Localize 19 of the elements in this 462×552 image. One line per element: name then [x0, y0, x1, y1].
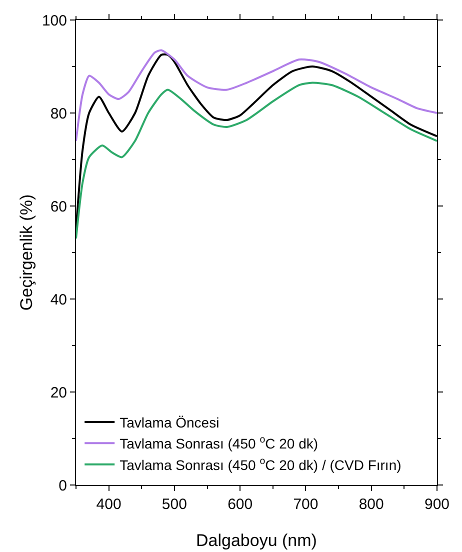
- legend-label: Tavlama Sonrası (450 $^{o}$C 20 dk): [120, 434, 318, 452]
- y-tick-label: 100: [42, 12, 67, 30]
- x-axis-title: Dalgaboyu (nm): [196, 531, 317, 550]
- y-tick-label: 0: [58, 477, 67, 494]
- y-tick-label: 40: [50, 291, 67, 308]
- x-tick-label: 400: [96, 496, 122, 513]
- x-tick-label: 800: [358, 496, 384, 513]
- x-tick-label: 700: [293, 496, 318, 513]
- line-series: [76, 49, 437, 142]
- x-tick-label: 900: [424, 496, 450, 513]
- y-tick-label: 80: [50, 105, 67, 122]
- y-tick-label: 20: [50, 384, 67, 402]
- y-axis-title: Geçirgenlik (%): [17, 194, 36, 311]
- legend-label: Tavlama Sonrası (450 $^{o}$C 20 dk) / (CVD Fırın): [120, 456, 402, 473]
- y-tick-label: 60: [50, 198, 67, 216]
- legend-label: Tavlama Öncesi: [120, 414, 220, 430]
- x-tick-label: 500: [162, 496, 187, 513]
- line-series: [76, 82, 437, 240]
- x-tick-label: 600: [228, 496, 253, 513]
